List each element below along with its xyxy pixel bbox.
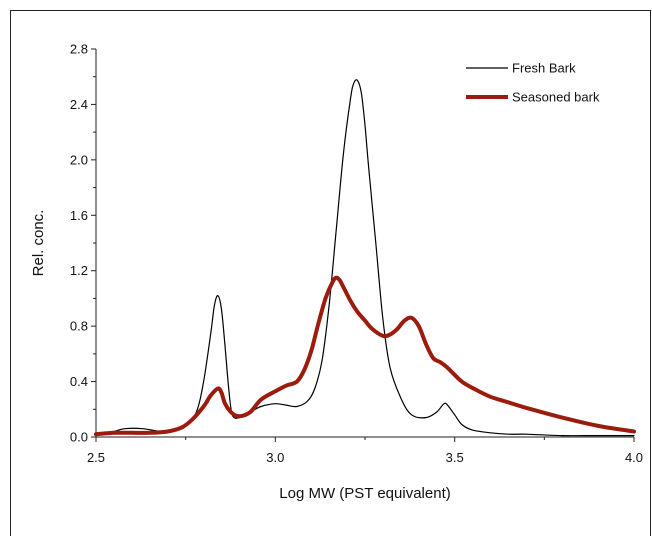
y-tick-label: 2.4 (70, 97, 88, 112)
x-axis-title: Log MW (PST equivalent) (279, 485, 450, 502)
x-tick-label: 4.0 (625, 450, 643, 465)
y-tick-label: 2.8 (70, 42, 88, 57)
y-tick-label: 0.4 (70, 374, 88, 389)
series-line-seasoned-bark (94, 275, 636, 437)
legend: Fresh Bark Seasoned bark (466, 61, 600, 105)
chart-frame (10, 10, 651, 536)
x-tick-label: 3.5 (446, 450, 464, 465)
y-tick-label: 0.8 (70, 319, 88, 334)
y-tick-label: 0.0 (70, 430, 88, 445)
y-tick-label: 1.2 (70, 263, 88, 278)
legend-label-fresh-bark: Fresh Bark (512, 61, 576, 76)
y-axis-title: Rel. conc. (30, 210, 47, 277)
x-axis-ticks: 2.5 3.0 3.5 4.0 (87, 437, 643, 465)
legend-label-seasoned-bark: Seasoned bark (512, 90, 600, 105)
y-tick-label: 1.6 (70, 208, 88, 223)
series-layer (94, 79, 636, 437)
axes (95, 49, 634, 438)
x-tick-label: 3.0 (266, 450, 284, 465)
y-tick-label: 2.0 (70, 152, 88, 167)
series-line-fresh-bark (95, 79, 635, 437)
y-axis-ticks: 0.0 0.4 0.8 1.2 1.6 2.0 2.4 2.8 (70, 42, 96, 445)
x-tick-label: 2.5 (87, 450, 105, 465)
